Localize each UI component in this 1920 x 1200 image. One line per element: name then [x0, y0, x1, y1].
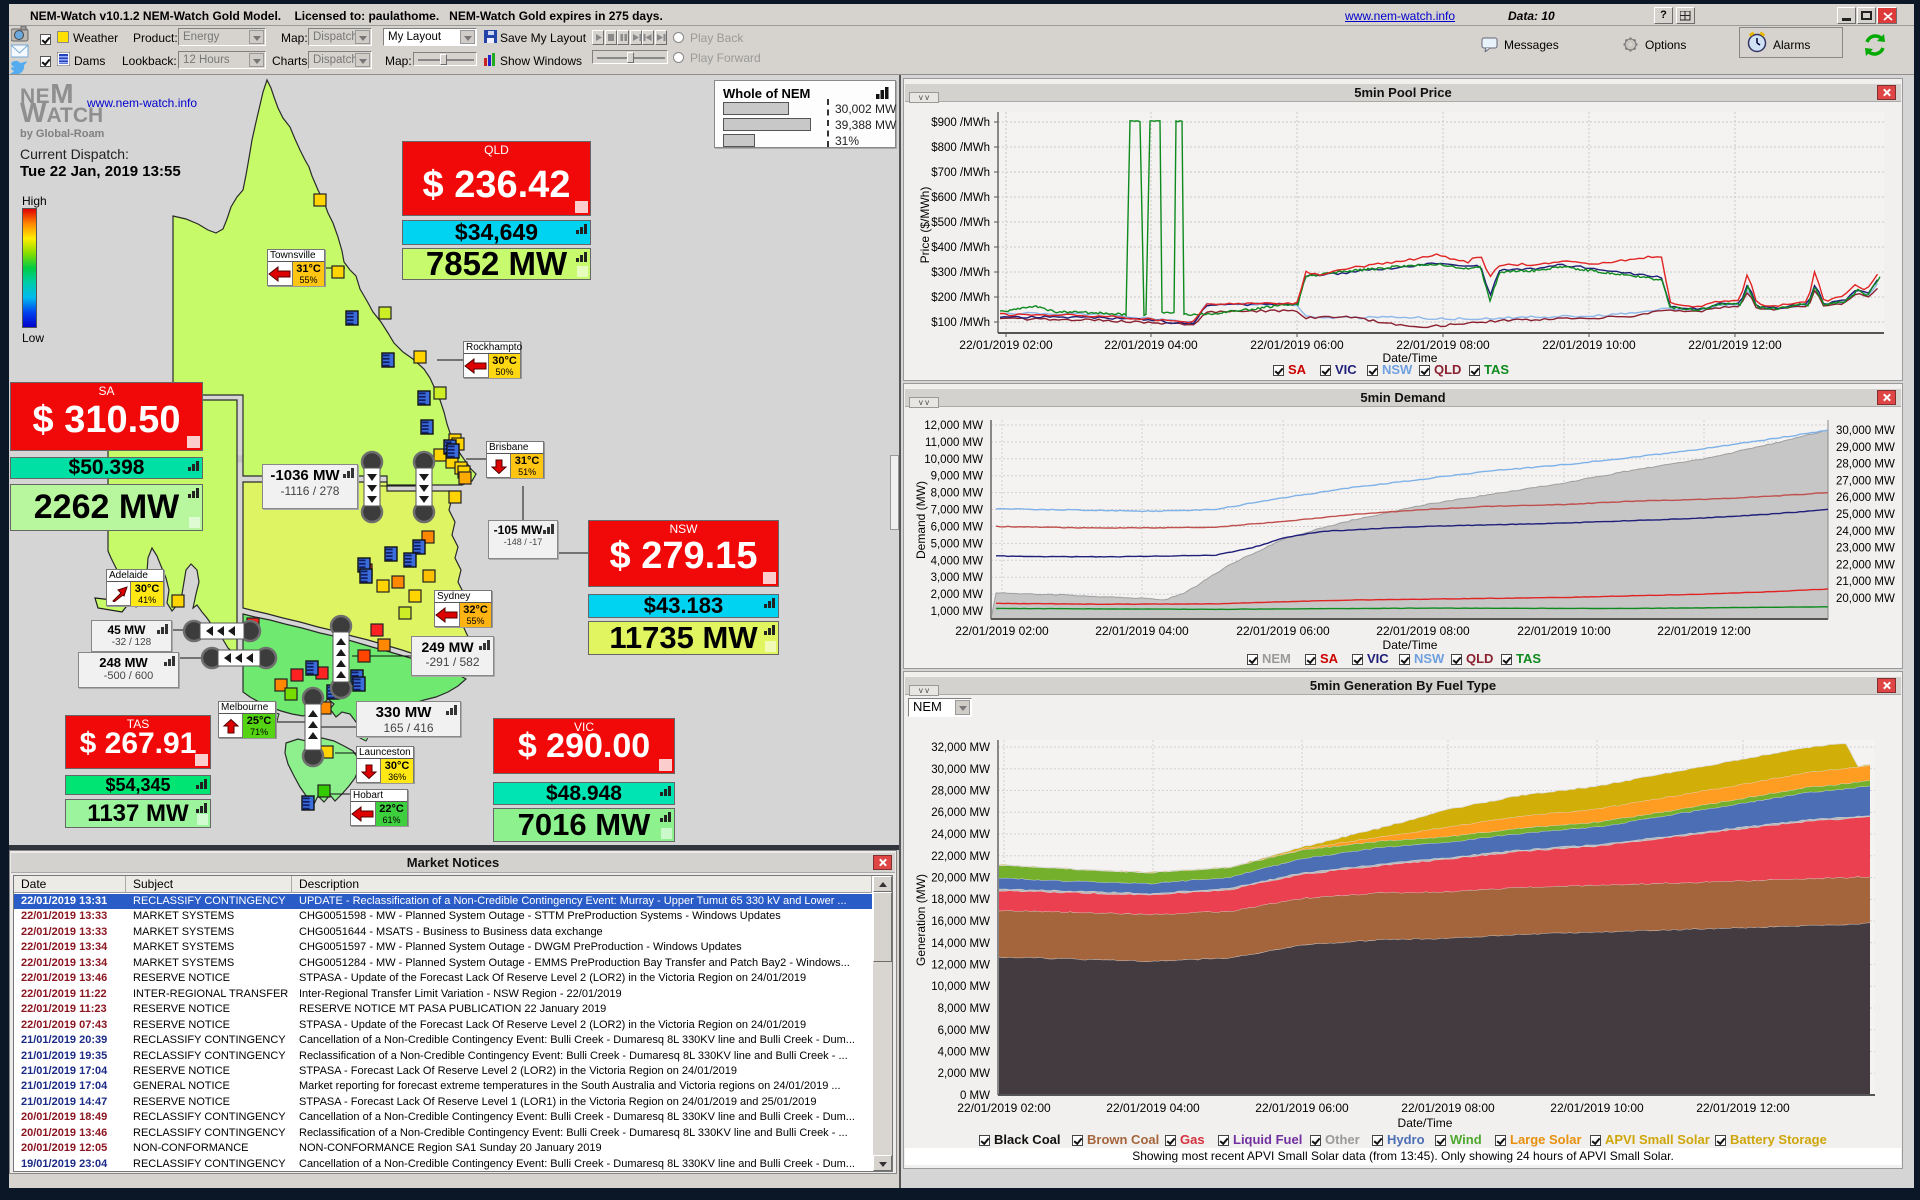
svg-text:30,000 MW: 30,000 MW [931, 764, 990, 776]
svg-text:1,000 MW: 1,000 MW [931, 606, 984, 618]
svg-text:6,000 MW: 6,000 MW [931, 522, 984, 534]
svg-text:22/01/2019 02:00: 22/01/2019 02:00 [955, 624, 1049, 638]
svg-text:8,000 MW: 8,000 MW [931, 488, 984, 500]
svg-text:$500 /MWh: $500 /MWh [931, 217, 990, 229]
svg-text:24,000 MW: 24,000 MW [1836, 526, 1895, 538]
svg-text:$200 /MWh: $200 /MWh [931, 292, 990, 304]
svg-text:10,000 MW: 10,000 MW [924, 454, 983, 466]
svg-text:Date/Time: Date/Time [1398, 1116, 1453, 1130]
svg-text:25,000 MW: 25,000 MW [1836, 509, 1895, 521]
svg-text:22/01/2019 04:00: 22/01/2019 04:00 [1106, 1101, 1200, 1115]
svg-text:22/01/2019 06:00: 22/01/2019 06:00 [1250, 338, 1344, 352]
svg-text:5,000 MW: 5,000 MW [931, 538, 984, 550]
svg-text:22/01/2019 10:00: 22/01/2019 10:00 [1542, 338, 1636, 352]
svg-text:$600 /MWh: $600 /MWh [931, 192, 990, 204]
svg-text:3,000 MW: 3,000 MW [931, 572, 984, 584]
svg-text:14,000 MW: 14,000 MW [931, 938, 990, 950]
svg-text:4,000 MW: 4,000 MW [931, 555, 984, 567]
svg-text:22/01/2019 12:00: 22/01/2019 12:00 [1688, 338, 1782, 352]
svg-text:Generation (MW): Generation (MW) [914, 874, 928, 966]
svg-text:$900 /MWh: $900 /MWh [931, 117, 990, 129]
svg-text:$700 /MWh: $700 /MWh [931, 167, 990, 179]
svg-text:Price ($/MWh): Price ($/MWh) [918, 187, 932, 264]
svg-text:4,000 MW: 4,000 MW [938, 1047, 991, 1059]
svg-text:20,000 MW: 20,000 MW [1836, 593, 1895, 605]
svg-text:22/01/2019 06:00: 22/01/2019 06:00 [1236, 624, 1330, 638]
svg-text:23,000 MW: 23,000 MW [1836, 543, 1895, 555]
svg-text:$800 /MWh: $800 /MWh [931, 142, 990, 154]
svg-text:9,000 MW: 9,000 MW [931, 471, 984, 483]
svg-text:24,000 MW: 24,000 MW [931, 829, 990, 841]
svg-text:27,000 MW: 27,000 MW [1836, 475, 1895, 487]
svg-text:29,000 MW: 29,000 MW [1836, 442, 1895, 454]
svg-text:22/01/2019 08:00: 22/01/2019 08:00 [1396, 338, 1490, 352]
svg-text:22,000 MW: 22,000 MW [1836, 559, 1895, 571]
svg-text:21,000 MW: 21,000 MW [1836, 576, 1895, 588]
svg-text:7,000 MW: 7,000 MW [931, 505, 984, 517]
svg-text:12,000 MW: 12,000 MW [924, 420, 983, 432]
svg-text:22/01/2019 08:00: 22/01/2019 08:00 [1376, 624, 1470, 638]
svg-text:22/01/2019 04:00: 22/01/2019 04:00 [1104, 338, 1198, 352]
svg-text:$100 /MWh: $100 /MWh [931, 317, 990, 329]
svg-text:12,000 MW: 12,000 MW [931, 960, 990, 972]
svg-text:22/01/2019 12:00: 22/01/2019 12:00 [1657, 624, 1751, 638]
svg-text:16,000 MW: 16,000 MW [931, 916, 990, 928]
svg-text:6,000 MW: 6,000 MW [938, 1025, 991, 1037]
svg-text:28,000 MW: 28,000 MW [931, 786, 990, 798]
svg-text:26,000 MW: 26,000 MW [931, 807, 990, 819]
svg-text:0 MW: 0 MW [960, 1090, 990, 1102]
svg-text:26,000 MW: 26,000 MW [1836, 492, 1895, 504]
svg-text:Demand (MW): Demand (MW) [914, 481, 928, 559]
svg-text:$300 /MWh: $300 /MWh [931, 267, 990, 279]
svg-text:$400 /MWh: $400 /MWh [931, 242, 990, 254]
svg-text:22/01/2019 04:00: 22/01/2019 04:00 [1095, 624, 1189, 638]
svg-text:22/01/2019 02:00: 22/01/2019 02:00 [957, 1101, 1051, 1115]
svg-text:8,000 MW: 8,000 MW [938, 1003, 991, 1015]
svg-text:22,000 MW: 22,000 MW [931, 851, 990, 863]
svg-text:22/01/2019 10:00: 22/01/2019 10:00 [1550, 1101, 1644, 1115]
svg-text:20,000 MW: 20,000 MW [931, 873, 990, 885]
svg-text:28,000 MW: 28,000 MW [1836, 459, 1895, 471]
svg-text:2,000 MW: 2,000 MW [931, 589, 984, 601]
svg-text:22/01/2019 02:00: 22/01/2019 02:00 [959, 338, 1053, 352]
svg-text:18,000 MW: 18,000 MW [931, 894, 990, 906]
svg-text:32,000 MW: 32,000 MW [931, 742, 990, 754]
svg-text:Date/Time: Date/Time [1383, 351, 1438, 365]
svg-text:Date/Time: Date/Time [1383, 638, 1438, 652]
svg-text:22/01/2019 06:00: 22/01/2019 06:00 [1255, 1101, 1349, 1115]
svg-text:22/01/2019 12:00: 22/01/2019 12:00 [1696, 1101, 1790, 1115]
svg-text:22/01/2019 08:00: 22/01/2019 08:00 [1401, 1101, 1495, 1115]
svg-text:11,000 MW: 11,000 MW [925, 437, 983, 449]
svg-text:22/01/2019 10:00: 22/01/2019 10:00 [1517, 624, 1611, 638]
svg-text:30,000 MW: 30,000 MW [1836, 425, 1895, 437]
svg-text:2,000 MW: 2,000 MW [938, 1068, 991, 1080]
svg-text:10,000 MW: 10,000 MW [931, 981, 990, 993]
